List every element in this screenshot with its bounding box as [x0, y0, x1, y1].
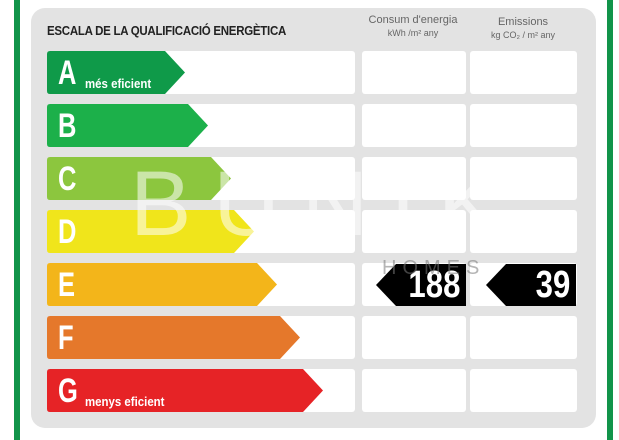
consum-cell — [362, 369, 466, 412]
arrow-shape-icon — [47, 369, 323, 412]
rating-letter: B — [58, 107, 77, 145]
emissions-cell — [470, 51, 577, 94]
rating-note: menys eficient — [85, 394, 165, 409]
rating-note: més eficient — [85, 76, 152, 91]
consum-indicator: 188 — [376, 264, 466, 306]
emissions-unit: kg CO₂ / m² any — [490, 30, 555, 40]
consum-cell — [362, 157, 466, 200]
watermark-sub: HOMES — [382, 257, 486, 279]
emissions-header: Emissions kg CO₂ / m² any — [470, 16, 576, 42]
consum-value: 188 — [408, 264, 460, 306]
rating-bar-e: E — [47, 263, 277, 306]
consum-cell — [362, 210, 466, 253]
rating-bar-c: C — [47, 157, 231, 200]
watermark-brand: BÜNIK — [130, 153, 522, 255]
consum-label: Consum d'energia — [368, 14, 458, 26]
indicator-arrow-icon — [376, 264, 466, 306]
arrow-shape-icon — [47, 104, 208, 147]
emissions-cell — [470, 210, 577, 253]
emissions-cell — [470, 316, 577, 359]
right-frame-line — [607, 0, 613, 440]
rating-letter: A — [58, 54, 77, 92]
arrow-shape-icon — [47, 51, 185, 94]
arrow-shape-icon — [47, 316, 300, 359]
emissions-indicator: 39 — [486, 264, 576, 306]
arrow-shape-icon — [47, 157, 231, 200]
rating-letter: F — [58, 319, 74, 357]
rating-bar-d: D — [47, 210, 254, 253]
emissions-value: 39 — [535, 264, 570, 306]
rating-bar-b: B — [47, 104, 208, 147]
emissions-cell — [470, 104, 577, 147]
rating-bar-f: F — [47, 316, 300, 359]
rating-letter: E — [58, 266, 76, 304]
arrow-shape-icon — [47, 263, 277, 306]
scale-title: ESCALA DE LA QUALIFICACIÓ ENERGÈTICA — [47, 24, 287, 38]
emissions-cell — [470, 157, 577, 200]
rating-letter: G — [58, 372, 78, 410]
consum-cell — [362, 51, 466, 94]
arrow-shape-icon — [47, 210, 254, 253]
left-frame-line — [14, 0, 20, 440]
rating-letter: C — [58, 160, 77, 198]
rating-letter: D — [58, 213, 77, 251]
consum-header: Consum d'energia kWh /m² any — [360, 14, 466, 40]
consum-cell — [362, 316, 466, 359]
indicator-arrow-icon — [486, 264, 576, 306]
emissions-cell — [470, 369, 577, 412]
consum-unit: kWh /m² any — [387, 28, 439, 38]
emissions-label: Emissions — [497, 16, 549, 28]
consum-cell — [362, 104, 466, 147]
